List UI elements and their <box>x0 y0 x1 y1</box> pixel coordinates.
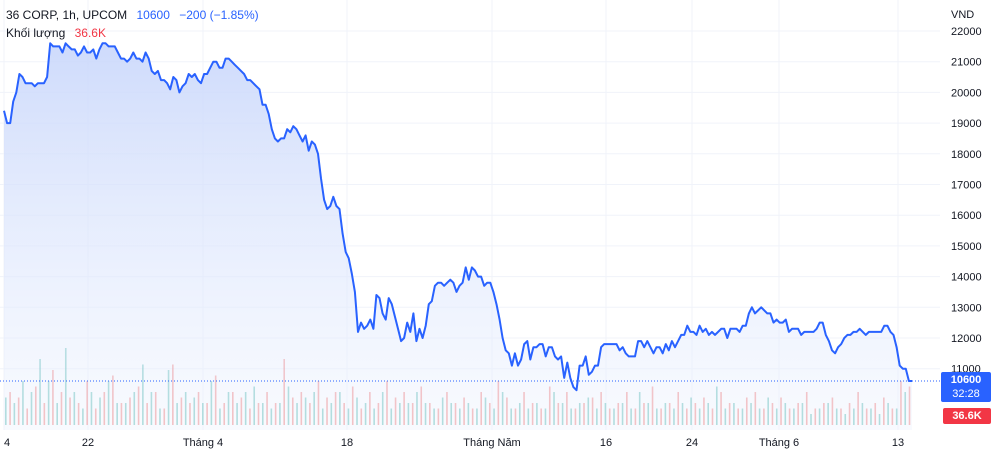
last-price-tag: 10600 32:28 <box>941 372 991 402</box>
x-tick-label: 16 <box>600 437 612 449</box>
y-tick-label: 12000 <box>951 333 982 345</box>
y-tick-label: 19000 <box>951 118 982 130</box>
symbol-title[interactable]: 36 CORP, 1h, UPCOM <box>6 8 128 22</box>
x-tick-label: 22 <box>82 437 94 449</box>
price-line <box>3 42 912 392</box>
last-price-tag-value: 10600 <box>950 374 982 386</box>
x-tick-label: Tháng 6 <box>759 437 799 449</box>
y-tick-label: 21000 <box>951 57 982 69</box>
volume-label[interactable]: Khối lượng <box>6 26 66 40</box>
last-price: 10600 <box>136 8 170 22</box>
y-tick-label: 13000 <box>951 302 982 314</box>
y-tick-label: 14000 <box>951 272 982 284</box>
bar-countdown: 32:28 <box>952 388 980 400</box>
y-tick-label: 17000 <box>951 180 982 192</box>
x-tick-label: 13 <box>892 437 904 449</box>
volume-tag: 36.6K <box>943 408 991 424</box>
y-tick-label: 22000 <box>951 26 982 38</box>
x-tick-label: 18 <box>341 437 353 449</box>
x-tick-label: Tháng Năm <box>463 437 520 449</box>
volume-value: 36.6K <box>74 26 106 40</box>
y-tick-label: 20000 <box>951 87 982 99</box>
x-tick-label: Tháng 4 <box>183 437 223 449</box>
currency-unit: VND <box>951 9 975 21</box>
x-tick-label: 24 <box>686 437 698 449</box>
chart-legend: 36 CORP, 1h, UPCOM 10600 −200 (−1.85%) K… <box>6 6 259 42</box>
price-change: −200 (−1.85%) <box>179 8 259 22</box>
price-area <box>4 43 912 431</box>
y-tick-label: 15000 <box>951 241 982 253</box>
x-tick-label: 4 <box>4 437 10 449</box>
y-tick-label: 18000 <box>951 149 982 161</box>
y-tick-label: 16000 <box>951 210 982 222</box>
